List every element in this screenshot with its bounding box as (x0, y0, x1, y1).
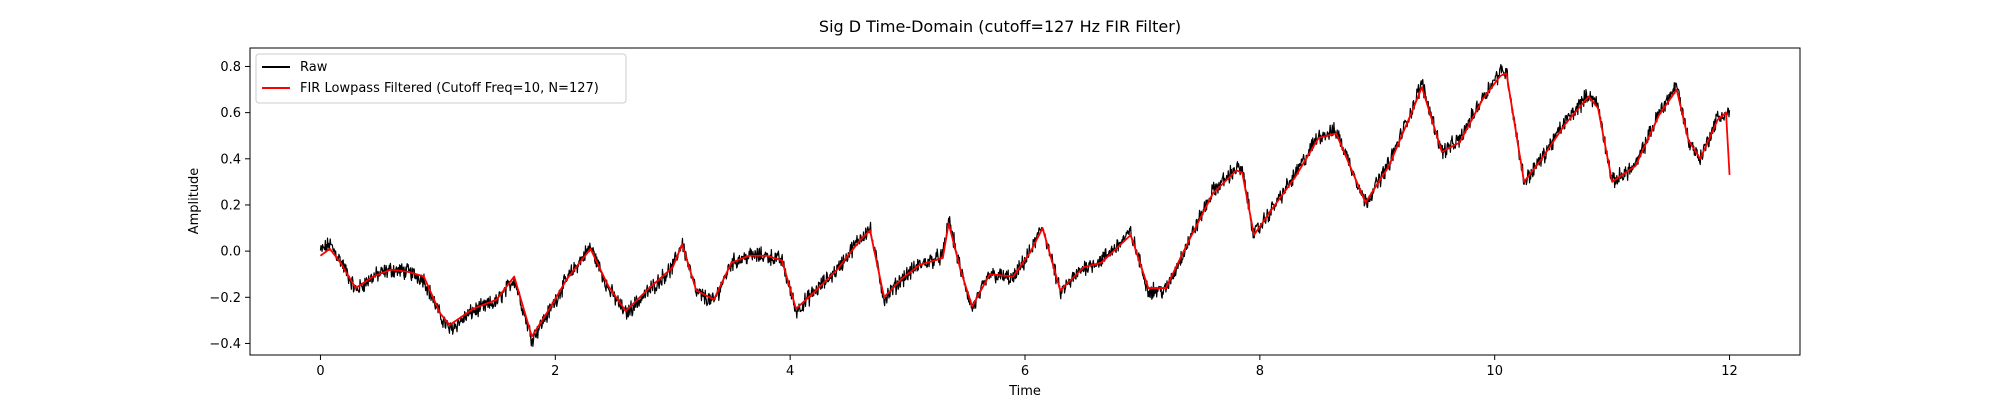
x-tick-label: 12 (1721, 364, 1738, 379)
series-filtered-line (319, 72, 1731, 338)
y-tick-label: 0.2 (220, 198, 241, 213)
x-tick-label: 6 (1021, 364, 1029, 379)
y-tick-label: 0.8 (220, 60, 241, 75)
legend-raw-label: Raw (300, 60, 328, 75)
x-tick-label: 0 (316, 364, 324, 379)
x-axis: 0 2 4 6 8 10 12 (316, 355, 1738, 379)
y-tick-label: −0.4 (209, 337, 241, 352)
x-axis-label: Time (1008, 384, 1041, 399)
legend-filtered-label: FIR Lowpass Filtered (Cutoff Freq=10, N=… (300, 81, 599, 96)
y-axis: −0.4 −0.2 0.0 0.2 0.4 0.6 0.8 (209, 60, 250, 352)
chart-title: Sig D Time-Domain (cutoff=127 Hz FIR Fil… (819, 17, 1181, 36)
legend: Raw FIR Lowpass Filtered (Cutoff Freq=10… (255, 53, 627, 104)
x-tick-label: 2 (551, 364, 559, 379)
y-axis-label: Amplitude (187, 168, 202, 235)
x-tick-label: 8 (1256, 364, 1264, 379)
y-tick-label: −0.2 (209, 291, 241, 306)
legend-box (255, 53, 627, 104)
y-tick-label: 0.6 (220, 106, 241, 121)
series-layer (319, 64, 1731, 347)
series-raw-line (319, 64, 1731, 347)
x-tick-label: 4 (786, 364, 794, 379)
x-tick-label: 10 (1486, 364, 1503, 379)
y-tick-label: 0.4 (220, 152, 241, 167)
y-tick-label: 0.0 (220, 245, 241, 260)
